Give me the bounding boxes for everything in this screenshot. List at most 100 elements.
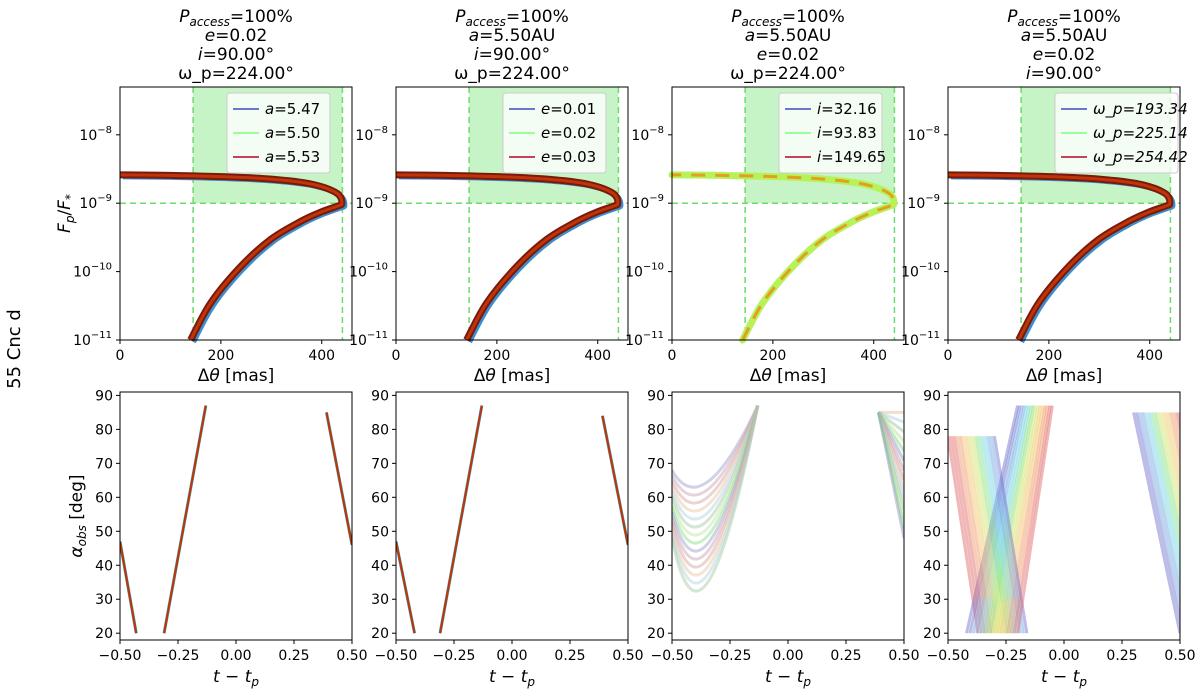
phase-fan-up [975,405,1027,634]
x-tick-label: 0.25 [278,648,309,664]
phase-fan-down [948,435,980,634]
y-tick-label: 30 [371,592,389,608]
tick-exponent: −11 [643,330,664,341]
phase-fan-right [1159,412,1180,509]
x-label-t: t [765,667,773,687]
title-symbol: e [757,45,767,65]
x-axis-label: t − tp [489,667,535,689]
y-tick-label: 90 [647,388,665,404]
phase-fan-right [1166,412,1180,479]
panel-title-line: ω_p=224.00° [178,64,294,84]
x-tick-label: 0.25 [1106,648,1137,664]
title-value: =5.50AU [1031,26,1107,46]
y-tick-label: 90 [923,388,941,404]
phase-band-curve [672,405,760,529]
x-tick-label: 200 [1036,348,1063,364]
panel-title-line: Paccess=100% [179,7,293,29]
title-symbol: e [1033,45,1043,65]
legend-label: a=5.50 [265,124,320,142]
phase-fan-down [986,435,1022,634]
tick-exponent: −11 [919,330,940,341]
x-label-unit: [mas] [772,366,827,386]
x-tick-label: −0.50 [99,648,142,664]
legend-label: ω_p=193.34 [1093,100,1188,119]
title-symbol: i [198,45,203,65]
x-tick-label: −0.25 [157,648,200,664]
tick-base: 10 [355,128,373,144]
phase-band-right [877,412,904,539]
title-value: =0.02 [767,45,819,65]
phase-series [120,405,352,634]
y-tick-label: 10−11 [73,330,112,349]
phase-fan-up [1009,405,1050,634]
panel-title-line: a=5.50AU [1021,26,1108,46]
phase-band-curve [672,405,760,561]
y-label-part: α [67,546,87,557]
title-value: =5.50AU [479,26,555,46]
panel-title-line: e=0.02 [1033,45,1096,65]
x-label-theta: θ [761,366,772,386]
tick-exponent: −8 [925,125,940,136]
legend-symbol: ω_p=225.14 [1093,124,1188,143]
phase-fan-up [1016,405,1054,634]
title-value: =100% [230,7,293,27]
x-label-t2: t [245,667,253,687]
x-label-t: t [1041,667,1049,687]
y-tick-label: 10−11 [625,330,664,349]
x-axis-label: t − tp [213,667,259,689]
legend-symbol: e [541,100,550,118]
title-symbol: a [469,26,479,46]
phase-angle-plot: −0.50 −0.25 0.00 0.25 0.50 20 30 40 50 60 70 80 90 t … [95,388,367,689]
tick-base: 10 [625,265,643,281]
tick-exponent: −10 [919,262,940,273]
x-axis-label: Δθ [mas] [474,366,551,386]
title-value: =90.00° [479,45,550,65]
x-label-minus: − [496,667,521,687]
y-tick-label: 10−9 [907,193,940,212]
legend-value: =5.53 [274,148,320,166]
y-label-part: p [63,215,77,224]
phase-band-curve [672,405,760,593]
phase-band-curve [672,405,760,505]
phase-fan-up [968,405,1022,634]
y-tick-label: 80 [647,422,665,438]
tick-exponent: −8 [649,125,664,136]
x-label-sub: p [802,675,811,689]
x-tick-label: 0 [392,348,401,364]
bottom-axes-frame [119,391,353,641]
y-tick-label: 50 [371,524,389,540]
title-symbol: i [474,45,479,65]
phase-fan-down [977,435,1013,634]
phase-fan-right [1153,412,1180,538]
y-label-part: / [55,210,75,216]
phase-fan-right [1138,412,1180,612]
panel-title-line: Paccess=100% [1007,7,1121,29]
phase-fan-right [1169,412,1180,464]
top-axes-frame [119,86,353,341]
panel-title-line: i=90.00° [198,45,274,65]
x-label-t: t [489,667,497,687]
legend-symbol: a [265,148,274,166]
legend-label: e=0.02 [541,124,596,142]
y-tick-label: 70 [371,456,389,472]
phase-fan-right [1147,412,1180,567]
phase-fan-right [1178,412,1180,420]
phase-fan-up [995,405,1040,634]
panel-title-line: ω_p=224.00° [730,64,846,84]
legend: e=0.01e=0.02e=0.03 [502,92,607,174]
tick-base: 10 [349,333,367,349]
phase-fan-down [968,435,1003,634]
phase-fan-down [989,435,1026,634]
legend: ω_p=193.34 ω_p=225.14 ω_p=254.42 [1054,92,1188,174]
phase-fan-down [971,435,1006,634]
title-value: =100% [1058,7,1121,27]
phase-track [438,405,483,634]
y-tick-label: 10−10 [625,262,664,281]
phase-track [162,405,207,634]
phase-fan-down [965,435,1000,634]
panel-title-line: a=5.50AU [745,26,832,46]
x-tick-label: 0.25 [830,648,861,664]
title-value: =0.02 [1043,45,1095,65]
x-label-symbol: Δ [474,366,486,386]
bottom-axes-frame [671,391,905,641]
